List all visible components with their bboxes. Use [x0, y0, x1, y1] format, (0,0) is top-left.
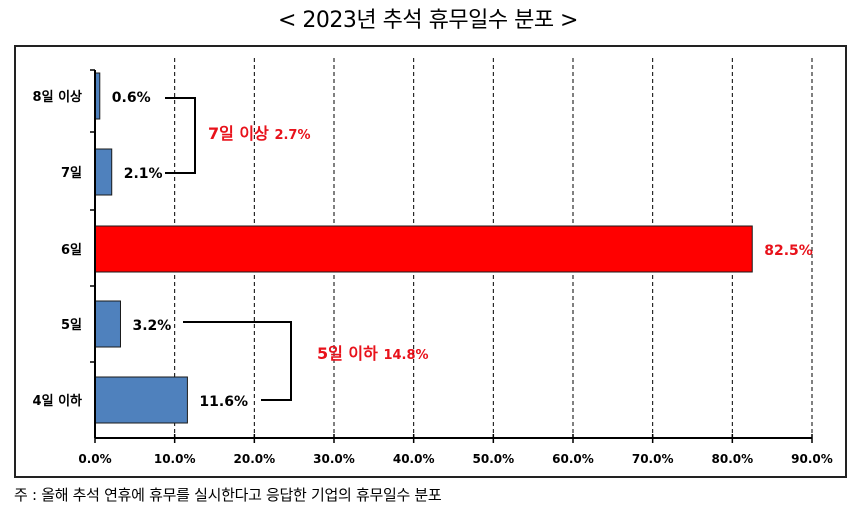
value-label: 11.6%: [199, 394, 248, 410]
annotation-7-plus: 7일 이상 2.7%: [208, 124, 311, 143]
annotations: 7일 이상 2.7% 5일 이하 14.8%: [165, 97, 429, 401]
category-label: 5일: [61, 318, 82, 333]
bar-3: [94, 300, 121, 348]
bars: [94, 72, 753, 424]
category-labels: 8일 이상 7일 6일 5일 4일 이하: [33, 89, 82, 409]
x-tick-label: 80.0%: [712, 452, 754, 466]
x-tick-label: 60.0%: [552, 452, 594, 466]
bar-2: [94, 225, 753, 273]
x-tick-label: 50.0%: [473, 452, 515, 466]
x-tick-labels: 0.0% 10.0% 20.0% 30.0% 40.0% 50.0% 60.0% 70.0% 8…: [78, 452, 832, 466]
value-label: 82.5%: [764, 243, 813, 259]
bracket-5-minus: [183, 321, 292, 401]
chart-title: < 2023년 추석 휴무일수 분포 >: [278, 8, 578, 33]
x-tick-label: 20.0%: [234, 452, 276, 466]
category-label: 6일: [61, 243, 82, 258]
bracket-7-plus: [165, 97, 196, 174]
category-label: 7일: [61, 166, 82, 181]
annotation-5-minus: 5일 이하 14.8%: [317, 344, 429, 363]
x-tick-label: 40.0%: [393, 452, 435, 466]
category-label: 4일 이하: [33, 393, 82, 409]
x-tick-label: 90.0%: [791, 452, 833, 466]
x-tick-label: 30.0%: [313, 452, 355, 466]
axes: [90, 69, 813, 443]
x-tick-label: 10.0%: [154, 452, 196, 466]
x-tick-label: 0.0%: [78, 452, 111, 466]
category-label: 8일 이상: [33, 89, 82, 105]
value-label: 3.2%: [132, 318, 171, 334]
bar-4: [94, 376, 188, 424]
chart-frame: [14, 45, 847, 478]
footnote: 주 : 올해 추석 연휴에 휴무를 실시한다고 응답한 기업의 휴무일수 분포: [14, 486, 442, 504]
value-label: 2.1%: [124, 166, 163, 182]
value-label: 0.6%: [112, 90, 151, 106]
bar-1: [94, 148, 113, 196]
x-tick-label: 70.0%: [632, 452, 674, 466]
value-labels: 0.6% 2.1% 82.5% 3.2% 11.6%: [112, 90, 813, 410]
